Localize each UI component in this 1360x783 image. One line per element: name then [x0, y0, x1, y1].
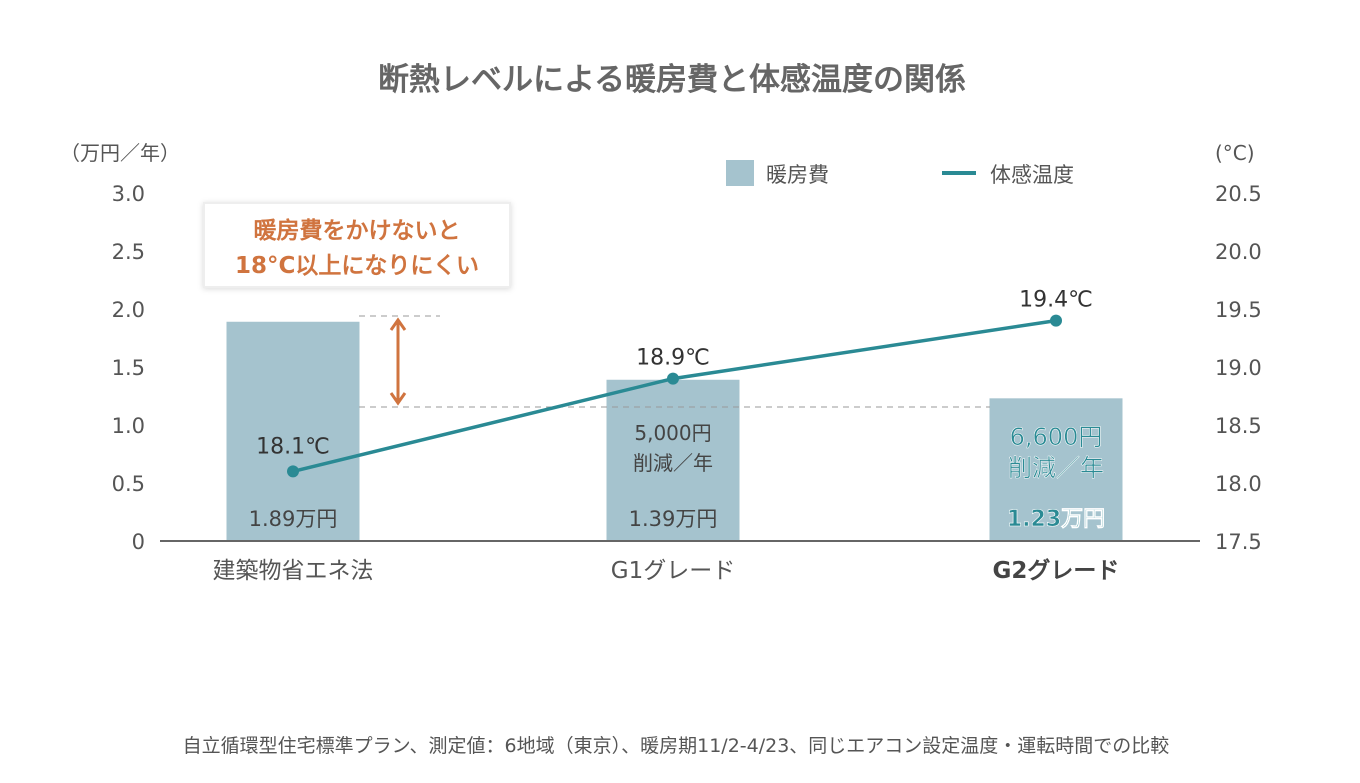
difference-arrow	[389, 317, 407, 406]
legend-bar-label: 暖房費	[766, 163, 829, 187]
left-axis-label: （万円／年）	[60, 141, 180, 165]
legend-bar-swatch	[726, 160, 754, 186]
savings-amount: 6,600円	[1010, 423, 1103, 451]
right-tick-label: 20.5	[1215, 182, 1262, 206]
right-tick-label: 18.0	[1215, 472, 1262, 496]
bar	[989, 398, 1123, 541]
right-tick-label: 20.0	[1215, 240, 1262, 264]
right-tick-label: 18.5	[1215, 414, 1262, 438]
savings-unit: 削減／年	[1008, 454, 1104, 482]
temperature-point	[667, 372, 679, 385]
right-axis-label: (°C)	[1215, 141, 1255, 165]
left-tick-label: 0.5	[112, 472, 145, 496]
temperature-point	[1050, 314, 1062, 327]
right-tick-label: 17.5	[1215, 530, 1262, 554]
legend: 暖房費 体感温度	[726, 160, 1074, 187]
annotation-box: 暖房費をかけないと 18°C以上になりにくい	[203, 202, 511, 288]
bar-value-label: 1.39万円	[629, 507, 718, 531]
bar-value-label: 1.89万円	[249, 507, 338, 531]
savings-amount: 5,000円	[634, 421, 711, 445]
temperature-label: 18.1℃	[256, 434, 330, 459]
chart-title: 断熱レベルによる暖房費と体感温度の関係	[378, 62, 966, 98]
temperature-label: 19.4℃	[1019, 288, 1093, 313]
left-tick-label: 0	[132, 530, 145, 554]
right-tick-label: 19.0	[1215, 356, 1262, 380]
left-tick-label: 3.0	[112, 182, 145, 206]
annotation-line1: 暖房費をかけないと	[254, 217, 461, 244]
bar	[226, 321, 360, 541]
left-tick-label: 2.5	[112, 240, 145, 264]
right-tick-label: 19.5	[1215, 298, 1262, 322]
footnote: 自立循環型住宅標準プラン、測定値：6地域（東京）、暖房期11/2-4/23、同じ…	[183, 735, 1170, 757]
temperature-label: 18.9℃	[636, 346, 710, 371]
left-tick-label: 2.0	[112, 298, 145, 322]
category-label: 建築物省エネ法	[213, 558, 374, 584]
left-tick-label: 1.0	[112, 414, 145, 438]
legend-line-label: 体感温度	[990, 163, 1074, 187]
annotation-line2: 18°C以上になりにくい	[235, 253, 479, 279]
left-tick-label: 1.5	[112, 356, 145, 380]
temperature-point	[287, 465, 299, 478]
bar-value-label: 1.23万円	[1007, 507, 1105, 532]
category-label: G2グレード	[993, 557, 1120, 584]
category-label: G1グレード	[611, 558, 735, 584]
savings-unit: 削減／年	[633, 451, 713, 475]
